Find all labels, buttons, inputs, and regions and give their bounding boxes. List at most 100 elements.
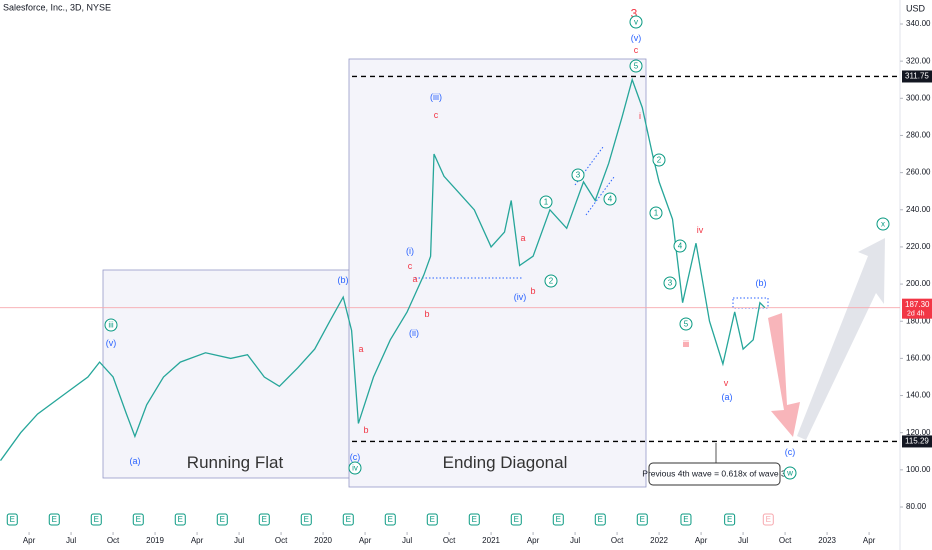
earnings-marker: [510, 513, 522, 526]
earnings-marker: [552, 513, 564, 526]
wave-label: 5: [634, 62, 639, 71]
earnings-marker: [132, 513, 144, 526]
earnings-marker: [174, 513, 186, 526]
y-tick-label: 340.00: [906, 19, 931, 28]
wave-label: (b): [338, 275, 349, 285]
callout-text: Previous 4th wave = 0.618x of wave 3: [642, 468, 786, 478]
x-tick-label: Apr: [695, 536, 708, 545]
y-tick-label: 80.00: [906, 502, 927, 511]
earnings-label: E: [178, 515, 183, 524]
earnings-label: E: [346, 515, 351, 524]
earnings-marker: [724, 513, 736, 526]
level-tag: [902, 70, 932, 83]
wave-circle: [539, 195, 553, 209]
wave-circle: [544, 274, 558, 288]
y-tick-label: 220.00: [906, 242, 931, 251]
earnings-marker: [342, 513, 354, 526]
wave-circle: [104, 318, 118, 332]
wave-label: (v): [631, 33, 642, 43]
earnings-marker: [426, 513, 438, 526]
x-tick-label: 2022: [650, 536, 668, 545]
earnings-label: E: [598, 515, 603, 524]
wave-label: 3: [631, 7, 638, 21]
x-tick-label: Jul: [402, 536, 412, 545]
wave-label: a: [358, 344, 363, 354]
x-tick-label: Oct: [611, 536, 624, 545]
x-tick-label: Jul: [570, 536, 580, 545]
earnings-label: E: [220, 515, 225, 524]
level-label: 115.29: [905, 437, 929, 446]
wave-label: w: [786, 469, 793, 478]
y-tick-label: 320.00: [906, 56, 931, 65]
x-tick-label: Oct: [443, 536, 456, 545]
wave-label: (i): [406, 246, 414, 256]
wave-label: 3: [576, 171, 581, 180]
wave-circle: [603, 192, 617, 206]
earnings-label: E: [94, 515, 99, 524]
y-tick-label: 240.00: [906, 205, 931, 214]
earnings-marker: [762, 513, 774, 526]
earnings-label: E: [556, 515, 561, 524]
earnings-marker: [594, 513, 606, 526]
earnings-label: E: [52, 515, 57, 524]
x-tick-label: Oct: [107, 536, 120, 545]
wave-label: (a): [722, 392, 733, 402]
x-tick-label: Apr: [23, 536, 36, 545]
wave-circle: [348, 461, 362, 475]
wave-label: a: [520, 233, 525, 243]
earnings-label: E: [766, 515, 771, 524]
chart-title: Salesforce, Inc., 3D, NYSE: [3, 2, 111, 12]
wave-label: 5: [684, 320, 689, 329]
earnings-marker: [90, 513, 102, 526]
earnings-marker: [6, 513, 18, 526]
earnings-marker: [48, 513, 60, 526]
x-tick-label: Apr: [863, 536, 876, 545]
wave-label: (iii): [430, 92, 442, 102]
dotted-box: [732, 297, 769, 309]
wave-label: a: [412, 274, 417, 284]
countdown-label: 2d 4h: [907, 311, 925, 318]
wave-label: 1: [544, 198, 549, 207]
earnings-label: E: [262, 515, 267, 524]
x-tick-label: Oct: [275, 536, 288, 545]
y-tick-label: 280.00: [906, 131, 931, 140]
y-tick-label: 300.00: [906, 93, 931, 102]
wave-label: c: [408, 261, 413, 271]
wave-label: 1: [654, 209, 659, 218]
x-tick-label: 2020: [314, 536, 332, 545]
last-price-tag: [902, 298, 932, 319]
wave-label: b: [530, 286, 535, 296]
wave-label: 3: [668, 279, 673, 288]
wave-label: 2: [549, 277, 554, 286]
wave-label: (c): [350, 452, 361, 462]
x-tick-label: 2023: [818, 536, 836, 545]
x-tick-label: 2019: [146, 536, 164, 545]
wave-circle: [663, 276, 677, 290]
wave-label: (c): [785, 447, 796, 457]
wave-circle: [629, 59, 643, 73]
wave-circle: [783, 466, 797, 480]
wave-circle: [629, 15, 643, 29]
wave-label: v: [724, 378, 729, 388]
earnings-label: E: [430, 515, 435, 524]
x-tick-label: Jul: [738, 536, 748, 545]
wave-circle: [876, 217, 890, 231]
x-tick-label: Apr: [359, 536, 372, 545]
wave-label: iii: [683, 339, 689, 349]
wave-circle: [652, 153, 666, 167]
wave-label: (iv): [514, 292, 527, 302]
earnings-label: E: [640, 515, 645, 524]
earnings-marker: [216, 513, 228, 526]
y-tick-label: 180.00: [906, 316, 931, 325]
x-tick-label: Jul: [66, 536, 76, 545]
earnings-label: E: [472, 515, 477, 524]
earnings-label: E: [10, 515, 15, 524]
earnings-label: E: [514, 515, 519, 524]
y-tick-label: 140.00: [906, 391, 931, 400]
wave-label: 4: [678, 242, 683, 251]
projection-arrow-down: [768, 313, 800, 437]
wave-label: b: [424, 309, 429, 319]
level-label: 311.75: [905, 72, 929, 81]
y-tick-label: 260.00: [906, 168, 931, 177]
